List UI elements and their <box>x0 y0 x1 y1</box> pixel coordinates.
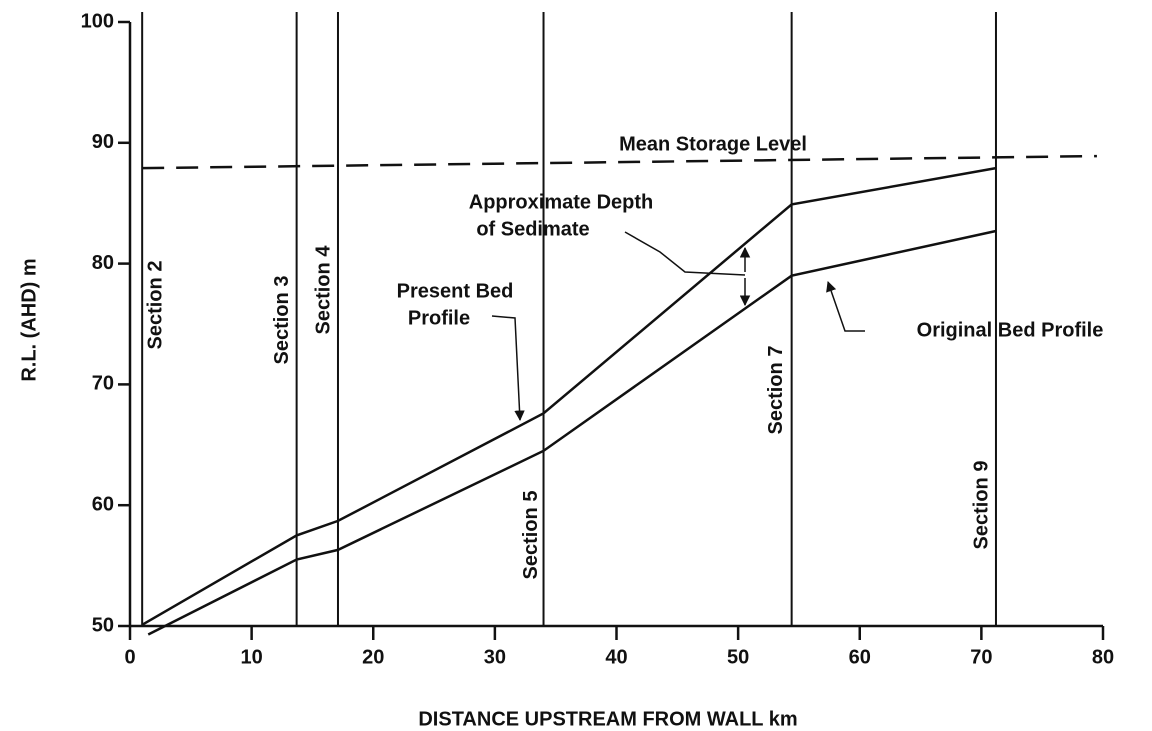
x-axis-label: DISTANCE UPSTREAM FROM WALL km <box>418 708 797 730</box>
y-tick-label: 60 <box>92 493 114 515</box>
series-line <box>141 166 997 626</box>
leader-line <box>826 281 865 332</box>
annotation: Original Bed Profile <box>917 319 1104 341</box>
x-tick-label: 70 <box>970 646 992 668</box>
section-label: Section 5 <box>520 491 542 580</box>
y-tick-label: 90 <box>92 131 114 153</box>
section-label: Section 4 <box>312 245 334 335</box>
section-label: Section 7 <box>765 346 787 435</box>
series-line <box>142 154 1097 170</box>
annotation: Approximate Depth <box>469 191 653 213</box>
series-line <box>147 229 997 636</box>
y-axis-label: R.L. (AHD) m <box>18 258 40 381</box>
y-tick-label: 100 <box>81 10 114 32</box>
annotation: Profile <box>408 307 470 329</box>
section-label: Section 9 <box>970 461 992 550</box>
leader-line <box>491 315 525 422</box>
annotation: of Sedimate <box>476 218 589 240</box>
leader-line <box>624 231 746 276</box>
y-tick-label: 50 <box>92 614 114 636</box>
x-tick-label: 30 <box>484 646 506 668</box>
x-tick-label: 10 <box>241 646 263 668</box>
x-tick-label: 40 <box>605 646 627 668</box>
x-tick-label: 20 <box>362 646 384 668</box>
annotation: Mean Storage Level <box>619 133 807 155</box>
x-tick-label: 0 <box>124 646 135 668</box>
annotation: Present Bed <box>397 280 514 302</box>
y-tick-label: 80 <box>92 252 114 274</box>
x-tick-label: 80 <box>1092 646 1114 668</box>
section-label: Section 2 <box>144 261 166 350</box>
x-tick-label: 60 <box>849 646 871 668</box>
section-label: Section 3 <box>271 276 293 365</box>
x-tick-label: 50 <box>727 646 749 668</box>
y-tick-label: 70 <box>92 373 114 395</box>
